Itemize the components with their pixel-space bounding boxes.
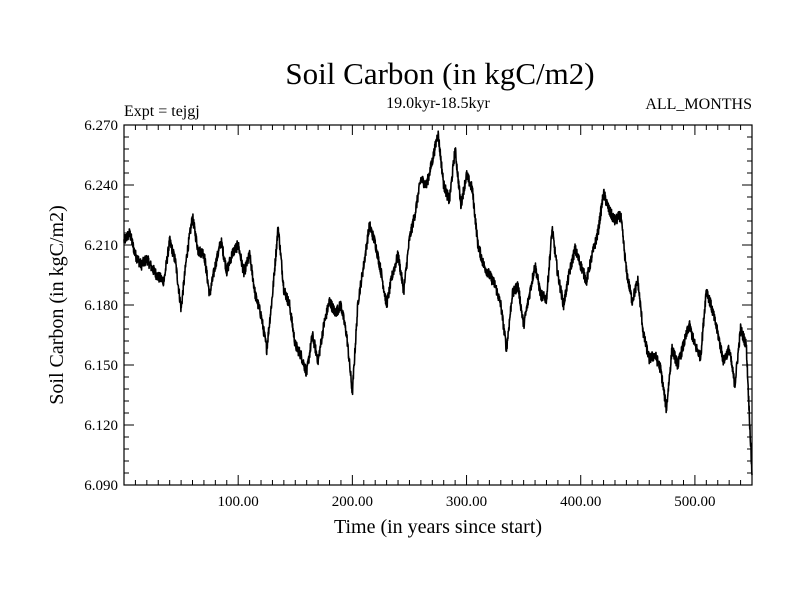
x-tick-label: 300.00 <box>446 494 487 510</box>
x-tick-label: 400.00 <box>560 494 601 510</box>
chart-title: Soil Carbon (in kgC/m2) <box>285 56 594 91</box>
soil-carbon-line <box>123 130 753 476</box>
y-tick-label: 6.210 <box>84 238 118 254</box>
x-axis-label: Time (in years since start) <box>334 516 542 538</box>
axis-ticks <box>124 125 752 485</box>
y-tick-label: 6.270 <box>84 118 118 134</box>
x-tick-label: 500.00 <box>674 494 715 510</box>
y-tick-label: 6.090 <box>84 478 118 494</box>
y-axis-label: Soil Carbon (in kgC/m2) <box>46 205 68 404</box>
x-tick-label: 100.00 <box>218 494 259 510</box>
months-label: ALL_MONTHS <box>645 96 752 113</box>
plot-frame <box>123 124 753 486</box>
chart-subtitle: 19.0kyr-18.5kyr <box>386 95 490 112</box>
y-tick-label: 6.180 <box>84 298 118 314</box>
y-tick-label: 6.120 <box>84 418 118 434</box>
y-tick-label: 6.240 <box>84 178 118 194</box>
experiment-label: Expt = tejgj <box>124 103 200 120</box>
data-series <box>123 130 753 476</box>
tick-labels: 100.00 200.00 300.00 400.00 500.00 6.090 6.120… <box>84 118 715 510</box>
x-tick-label: 200.00 <box>332 494 373 510</box>
y-tick-label: 6.150 <box>84 358 118 374</box>
